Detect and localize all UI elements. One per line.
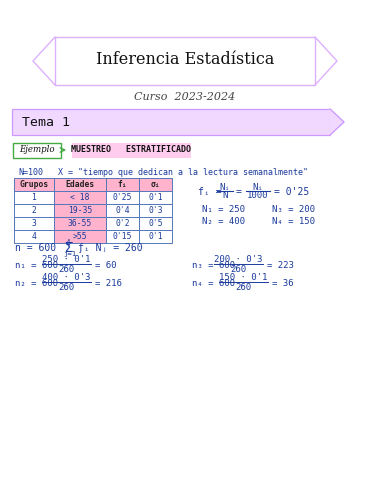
- Text: n = 600: n = 600: [15, 243, 56, 253]
- FancyBboxPatch shape: [139, 230, 172, 243]
- FancyBboxPatch shape: [106, 178, 139, 191]
- Text: 36-55: 36-55: [68, 219, 92, 228]
- FancyBboxPatch shape: [106, 217, 139, 230]
- FancyBboxPatch shape: [55, 37, 315, 85]
- FancyBboxPatch shape: [139, 204, 172, 217]
- Text: X = "tiempo que dedican a la lectura semanalmente": X = "tiempo que dedican a la lectura sem…: [58, 168, 308, 177]
- Text: 0'3: 0'3: [148, 206, 163, 215]
- Text: 260: 260: [235, 284, 252, 292]
- Text: = 0'25: = 0'25: [274, 187, 309, 197]
- Text: N₂ = 400: N₂ = 400: [202, 217, 245, 227]
- FancyBboxPatch shape: [106, 230, 139, 243]
- Text: N: N: [222, 192, 228, 201]
- Text: Ejemplo: Ejemplo: [19, 145, 54, 155]
- Text: n₃ = 600: n₃ = 600: [192, 261, 235, 269]
- Text: = 216: = 216: [95, 278, 122, 288]
- Text: 0'1: 0'1: [148, 232, 163, 241]
- Polygon shape: [315, 37, 337, 85]
- FancyBboxPatch shape: [54, 204, 106, 217]
- Text: Σ: Σ: [64, 241, 72, 255]
- FancyBboxPatch shape: [106, 204, 139, 217]
- Text: n₂ = 600 .: n₂ = 600 .: [15, 278, 69, 288]
- FancyBboxPatch shape: [139, 191, 172, 204]
- FancyBboxPatch shape: [54, 217, 106, 230]
- FancyBboxPatch shape: [14, 230, 54, 243]
- Text: fᵢ: fᵢ: [118, 180, 127, 189]
- Text: >55: >55: [73, 232, 87, 241]
- Text: n₄ = 600 .: n₄ = 600 .: [192, 278, 246, 288]
- Text: = 60: = 60: [95, 261, 117, 269]
- Text: j=1: j=1: [63, 251, 76, 257]
- FancyBboxPatch shape: [13, 143, 60, 157]
- FancyBboxPatch shape: [106, 191, 139, 204]
- Text: N=100: N=100: [18, 168, 43, 177]
- Text: ƒᵢ Nⱼ = 260: ƒᵢ Nⱼ = 260: [78, 243, 142, 253]
- Text: Nᵢ: Nᵢ: [253, 182, 263, 192]
- Text: 150 · 0'1: 150 · 0'1: [219, 274, 267, 283]
- FancyBboxPatch shape: [54, 191, 106, 204]
- Text: 19-35: 19-35: [68, 206, 92, 215]
- Text: 0'5: 0'5: [148, 219, 163, 228]
- Text: 260: 260: [230, 265, 247, 275]
- Text: =: =: [236, 187, 242, 197]
- Text: 0'2: 0'2: [115, 219, 130, 228]
- Text: < 18: < 18: [70, 193, 90, 202]
- Text: 2: 2: [32, 206, 36, 215]
- Text: 0'4: 0'4: [115, 206, 130, 215]
- Polygon shape: [33, 37, 55, 85]
- Text: 250 · 0'1: 250 · 0'1: [42, 255, 91, 264]
- Text: Tema 1: Tema 1: [22, 116, 70, 129]
- Text: 4: 4: [32, 232, 36, 241]
- FancyBboxPatch shape: [54, 230, 106, 243]
- Text: 3: 3: [32, 219, 36, 228]
- Text: 260: 260: [58, 284, 75, 292]
- Text: 1: 1: [32, 193, 36, 202]
- FancyBboxPatch shape: [139, 178, 172, 191]
- Text: σᵢ: σᵢ: [151, 180, 160, 189]
- Text: Edades: Edades: [65, 180, 95, 189]
- Text: Grupos: Grupos: [19, 180, 49, 189]
- FancyBboxPatch shape: [12, 109, 330, 135]
- Text: N₁ = 250: N₁ = 250: [202, 205, 245, 215]
- Text: N₄ = 150: N₄ = 150: [272, 217, 315, 227]
- Text: N₃ = 200: N₃ = 200: [272, 205, 315, 215]
- Text: Inferencia Estadística: Inferencia Estadística: [96, 50, 274, 68]
- FancyBboxPatch shape: [14, 204, 54, 217]
- Text: = 223: = 223: [267, 261, 294, 269]
- Text: 0'1: 0'1: [148, 193, 163, 202]
- Text: fᵢ =: fᵢ =: [198, 187, 221, 197]
- Text: MUESTREO   ESTRATIFICADO: MUESTREO ESTRATIFICADO: [71, 145, 191, 155]
- Text: 260: 260: [58, 265, 75, 275]
- FancyBboxPatch shape: [72, 143, 190, 157]
- Text: 1000: 1000: [247, 192, 269, 201]
- FancyBboxPatch shape: [14, 178, 54, 191]
- Text: = 36: = 36: [272, 278, 294, 288]
- FancyBboxPatch shape: [54, 178, 106, 191]
- Text: Nᵢ: Nᵢ: [220, 182, 230, 192]
- Polygon shape: [330, 109, 344, 135]
- Text: 400 · 0'3: 400 · 0'3: [42, 274, 91, 283]
- Text: Curso  2023-2024: Curso 2023-2024: [134, 92, 236, 102]
- Text: 200 · 0'3: 200 · 0'3: [214, 255, 263, 264]
- FancyBboxPatch shape: [139, 217, 172, 230]
- Text: n₁ = 600 .: n₁ = 600 .: [15, 261, 69, 269]
- FancyBboxPatch shape: [14, 217, 54, 230]
- FancyBboxPatch shape: [14, 191, 54, 204]
- Text: 4: 4: [66, 239, 70, 248]
- Text: 0'25: 0'25: [113, 193, 132, 202]
- Text: 0'15: 0'15: [113, 232, 132, 241]
